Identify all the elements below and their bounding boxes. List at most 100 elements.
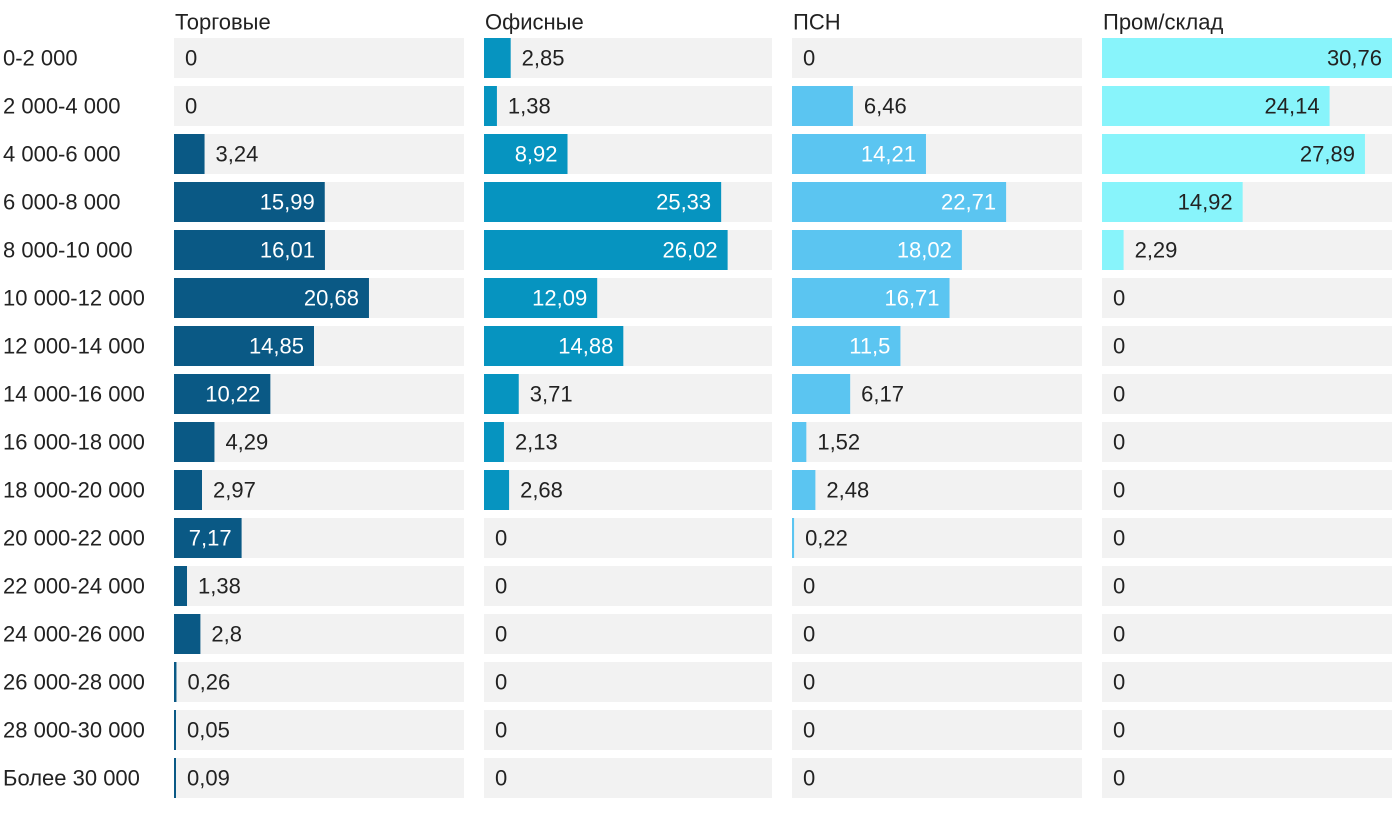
bar-track — [484, 662, 772, 702]
bar-track — [484, 710, 772, 750]
category-label: 26 000-28 000 — [3, 670, 145, 695]
bar-track — [174, 134, 464, 174]
data-label: 0 — [803, 718, 815, 743]
bar-track — [792, 614, 1082, 654]
bar — [792, 326, 901, 366]
data-label: 14,21 — [861, 142, 916, 167]
bar — [1102, 38, 1392, 78]
panel-title-3: ПСН — [793, 10, 841, 35]
bar-track — [174, 38, 464, 78]
data-label: 27,89 — [1300, 142, 1355, 167]
data-label: 15,99 — [260, 190, 315, 215]
data-label: 0,26 — [187, 670, 230, 695]
bar-track — [484, 86, 772, 126]
bar — [174, 230, 325, 270]
data-label: 0 — [1113, 286, 1125, 311]
category-label: 14 000-16 000 — [3, 382, 145, 407]
bar-track — [792, 710, 1082, 750]
category-label: 16 000-18 000 — [3, 430, 145, 455]
bar-track — [792, 758, 1082, 798]
data-label: 14,88 — [558, 334, 613, 359]
data-label: 0 — [803, 46, 815, 71]
bar-track — [484, 470, 772, 510]
bar — [792, 134, 926, 174]
data-label: 0 — [1113, 622, 1125, 647]
data-label: 24,14 — [1265, 94, 1320, 119]
bar — [174, 614, 201, 654]
bar-track — [1102, 326, 1392, 366]
bar — [1102, 134, 1365, 174]
bar — [174, 662, 177, 702]
category-label: Более 30 000 — [3, 766, 140, 791]
data-label: 8,92 — [515, 142, 558, 167]
bar-track — [1102, 470, 1392, 510]
bar — [174, 422, 215, 462]
bar — [174, 326, 315, 366]
bar-track — [174, 470, 464, 510]
data-label: 2,8 — [211, 622, 242, 647]
data-label: 16,71 — [884, 286, 939, 311]
bar-track — [1102, 710, 1392, 750]
bar — [792, 278, 950, 318]
bar — [792, 470, 816, 510]
data-label: 2,29 — [1135, 238, 1178, 263]
data-label: 0 — [185, 94, 197, 119]
data-label: 3,71 — [530, 382, 573, 407]
bar — [174, 278, 369, 318]
bar-track — [484, 374, 772, 414]
data-label: 0 — [803, 670, 815, 695]
category-label: 28 000-30 000 — [3, 718, 145, 743]
bar — [484, 278, 598, 318]
bar-track — [792, 422, 1082, 462]
bar — [792, 182, 1007, 222]
data-label: 0 — [1113, 382, 1125, 407]
data-label: 22,71 — [941, 190, 996, 215]
bar-track — [174, 758, 464, 798]
bar-track — [174, 662, 464, 702]
bar — [792, 518, 795, 558]
data-label: 0 — [185, 46, 197, 71]
bar-track — [1102, 518, 1392, 558]
data-label: 6,46 — [864, 94, 907, 119]
bar-track — [792, 38, 1082, 78]
data-label: 20,68 — [304, 286, 359, 311]
data-label: 0 — [495, 670, 507, 695]
bar — [484, 470, 510, 510]
category-label: 22 000-24 000 — [3, 574, 145, 599]
bar — [484, 182, 722, 222]
category-label: 6 000-8 000 — [3, 190, 120, 215]
data-label: 16,01 — [260, 238, 315, 263]
data-label: 0 — [1113, 670, 1125, 695]
bar — [174, 182, 325, 222]
category-label: 10 000-12 000 — [3, 286, 145, 311]
data-label: 26,02 — [663, 238, 718, 263]
bar-track — [1102, 422, 1392, 462]
data-label: 0 — [803, 766, 815, 791]
data-label: 2,68 — [520, 478, 563, 503]
bar-track — [484, 38, 772, 78]
data-label: 0 — [495, 526, 507, 551]
data-label: 0,22 — [805, 526, 848, 551]
data-label: 14,85 — [249, 334, 304, 359]
data-label: 11,5 — [849, 334, 890, 359]
bar-track — [174, 710, 464, 750]
bar — [174, 710, 176, 750]
data-label: 18,02 — [897, 238, 952, 263]
data-label: 2,48 — [826, 478, 869, 503]
bar — [792, 86, 853, 126]
data-label: 0 — [1113, 478, 1125, 503]
bar-track — [1102, 758, 1392, 798]
bar — [174, 566, 188, 606]
bar — [484, 38, 511, 78]
category-label: 24 000-26 000 — [3, 622, 145, 647]
bar — [174, 134, 205, 174]
bar-track — [1102, 662, 1392, 702]
data-label: 2,13 — [515, 430, 558, 455]
data-label: 0 — [803, 622, 815, 647]
panel-title-4: Пром/склад — [1103, 10, 1223, 35]
category-label: 20 000-22 000 — [3, 526, 145, 551]
category-label: 8 000-10 000 — [3, 238, 133, 263]
bar — [174, 758, 176, 798]
bar-track — [792, 518, 1082, 558]
